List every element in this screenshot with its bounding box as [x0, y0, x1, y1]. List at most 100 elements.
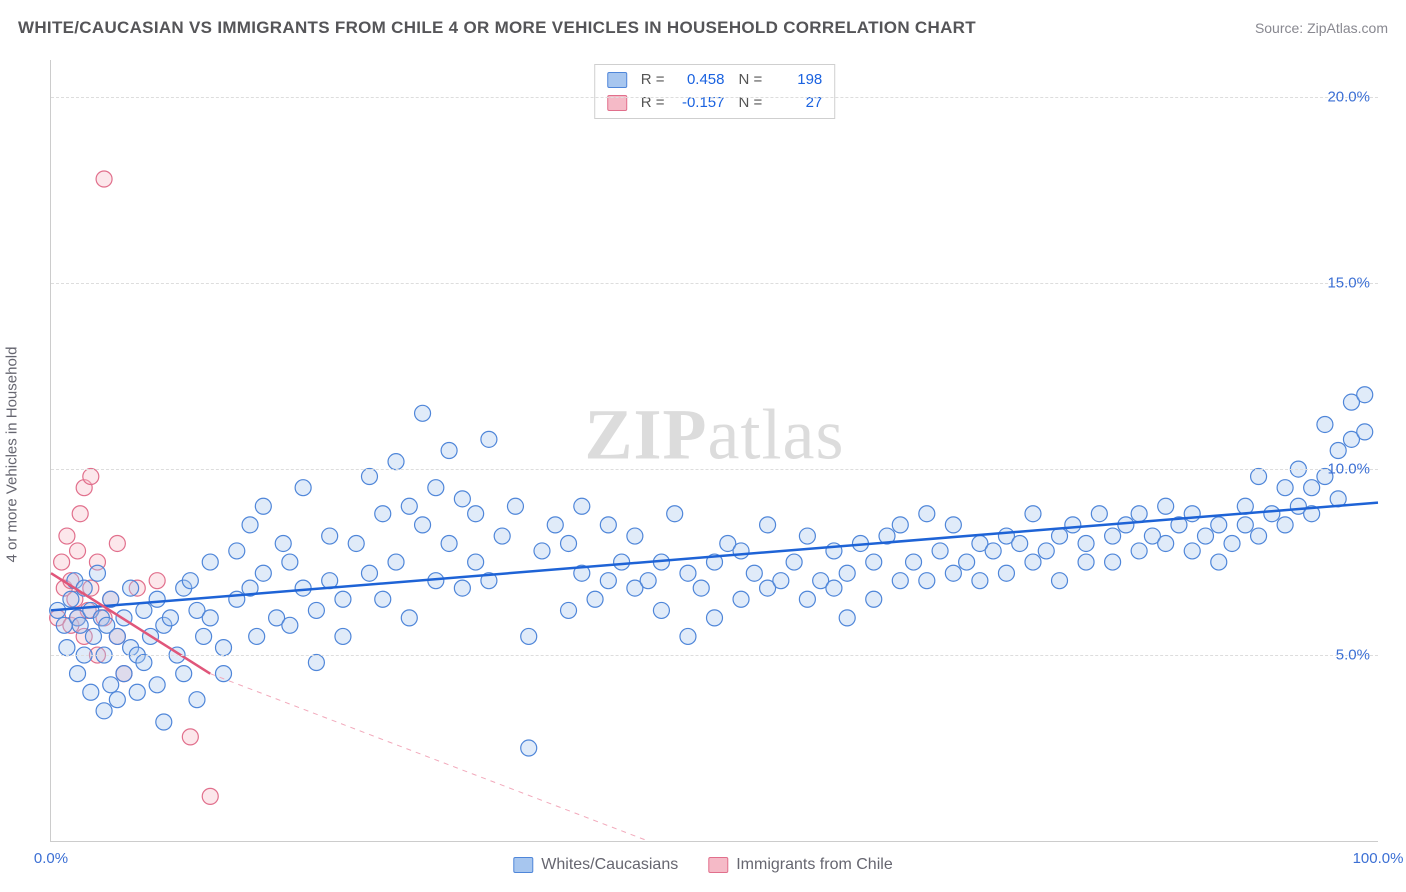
scatter-point — [733, 591, 749, 607]
scatter-point — [149, 591, 165, 607]
swatch-whites-icon — [513, 857, 533, 873]
scatter-point — [667, 506, 683, 522]
scatter-point — [282, 554, 298, 570]
scatter-point — [892, 573, 908, 589]
scatter-point — [242, 517, 258, 533]
scatter-point — [54, 554, 70, 570]
scatter-point — [275, 535, 291, 551]
legend-label: Whites/Caucasians — [541, 856, 678, 874]
scatter-point — [627, 528, 643, 544]
scatter-point — [746, 565, 762, 581]
scatter-point — [1078, 554, 1094, 570]
scatter-point — [707, 610, 723, 626]
swatch-chile-icon — [708, 857, 728, 873]
scatter-point — [96, 171, 112, 187]
legend-label: Immigrants from Chile — [736, 856, 892, 874]
scatter-point — [906, 554, 922, 570]
scatter-point — [468, 506, 484, 522]
scatter-point — [680, 628, 696, 644]
scatter-point — [561, 602, 577, 618]
scatter-point — [932, 543, 948, 559]
scatter-point — [786, 554, 802, 570]
scatter-point — [866, 554, 882, 570]
scatter-point — [521, 628, 537, 644]
scatter-point — [454, 491, 470, 507]
scatter-point — [600, 573, 616, 589]
scatter-point — [335, 628, 351, 644]
scatter-point — [919, 573, 935, 589]
scatter-point — [401, 498, 417, 514]
scatter-point — [249, 628, 265, 644]
scatter-svg — [51, 60, 1378, 841]
scatter-point — [839, 565, 855, 581]
scatter-point — [1091, 506, 1107, 522]
scatter-point — [109, 628, 125, 644]
y-axis-label: 4 or more Vehicles in Household — [4, 347, 21, 563]
scatter-point — [1052, 573, 1068, 589]
scatter-point — [680, 565, 696, 581]
scatter-point — [1065, 517, 1081, 533]
scatter-point — [959, 554, 975, 570]
scatter-point — [1277, 480, 1293, 496]
scatter-point — [892, 517, 908, 533]
gridline — [51, 469, 1378, 470]
scatter-point — [415, 405, 431, 421]
y-tick-label: 5.0% — [1336, 647, 1370, 664]
scatter-point — [83, 469, 99, 485]
scatter-point — [149, 677, 165, 693]
scatter-point — [375, 591, 391, 607]
scatter-point — [63, 591, 79, 607]
scatter-point — [1211, 517, 1227, 533]
scatter-point — [70, 666, 86, 682]
scatter-point — [308, 654, 324, 670]
scatter-point — [1277, 517, 1293, 533]
scatter-point — [103, 677, 119, 693]
scatter-point — [361, 469, 377, 485]
scatter-point — [83, 684, 99, 700]
scatter-point — [468, 554, 484, 570]
y-tick-label: 10.0% — [1327, 461, 1370, 478]
scatter-point — [295, 480, 311, 496]
scatter-point — [255, 498, 271, 514]
scatter-point — [1304, 480, 1320, 496]
x-tick-label: 100.0% — [1353, 850, 1404, 867]
scatter-point — [600, 517, 616, 533]
scatter-point — [494, 528, 510, 544]
scatter-point — [839, 610, 855, 626]
scatter-point — [1264, 506, 1280, 522]
scatter-point — [109, 535, 125, 551]
scatter-point — [348, 535, 364, 551]
scatter-point — [89, 565, 105, 581]
scatter-point — [308, 602, 324, 618]
scatter-point — [1078, 535, 1094, 551]
scatter-point — [182, 729, 198, 745]
scatter-point — [136, 654, 152, 670]
scatter-point — [375, 506, 391, 522]
scatter-point — [182, 573, 198, 589]
y-tick-label: 15.0% — [1327, 275, 1370, 292]
scatter-point — [826, 580, 842, 596]
trend-line — [210, 674, 648, 841]
gridline — [51, 655, 1378, 656]
scatter-point — [109, 692, 125, 708]
scatter-point — [388, 554, 404, 570]
scatter-point — [1131, 506, 1147, 522]
chart-title: WHITE/CAUCASIAN VS IMMIGRANTS FROM CHILE… — [18, 18, 976, 38]
scatter-point — [1158, 498, 1174, 514]
scatter-point — [733, 543, 749, 559]
scatter-point — [866, 591, 882, 607]
scatter-point — [614, 554, 630, 570]
scatter-point — [998, 565, 1014, 581]
scatter-point — [361, 565, 377, 581]
scatter-point — [70, 543, 86, 559]
scatter-point — [189, 692, 205, 708]
scatter-point — [415, 517, 431, 533]
scatter-point — [1251, 469, 1267, 485]
scatter-point — [547, 517, 563, 533]
scatter-point — [1158, 535, 1174, 551]
scatter-point — [534, 543, 550, 559]
scatter-point — [1131, 543, 1147, 559]
scatter-point — [196, 628, 212, 644]
scatter-point — [1237, 517, 1253, 533]
scatter-point — [1224, 535, 1240, 551]
